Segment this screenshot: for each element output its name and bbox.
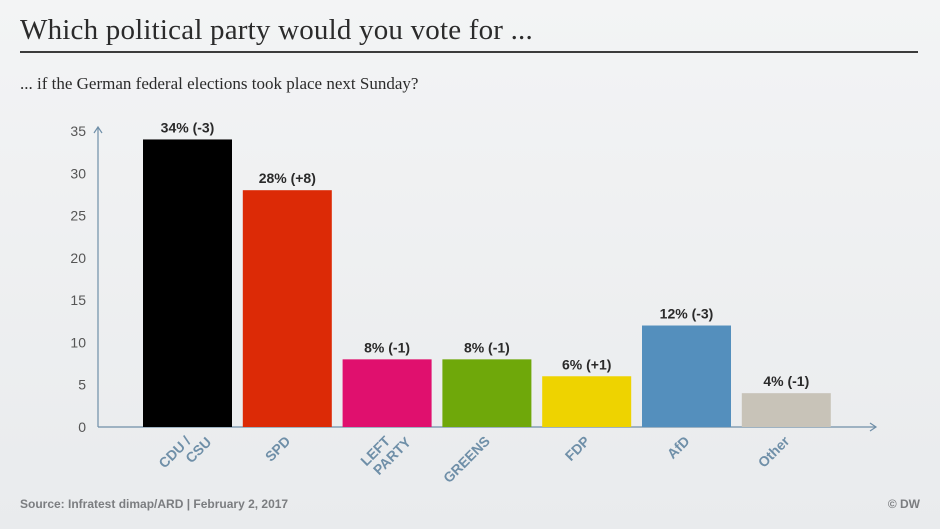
x-tick-label: GREENS (440, 433, 493, 486)
source-note: Source: Infratest dimap/ARD | February 2… (20, 497, 289, 511)
bar-spd (242, 190, 332, 427)
x-tick-label-line: SPD (262, 433, 294, 465)
bar-other (741, 393, 831, 427)
x-tick-label: LEFTPARTY (357, 422, 414, 479)
bar-left-party (342, 359, 432, 427)
title-divider (20, 51, 918, 53)
bar-cdu-csu (143, 139, 232, 427)
chart-title: Which political party would you vote for… (20, 14, 533, 46)
x-tick-label: CDU /CSU (155, 423, 214, 482)
y-tick-label: 15 (70, 292, 86, 308)
bar-data-label: 6% (+1) (562, 356, 611, 372)
bar-data-label: 4% (-1) (763, 373, 809, 389)
x-tick-label: SPD (262, 433, 294, 465)
bar-data-label: 8% (-1) (364, 339, 410, 355)
bar-data-label: 8% (-1) (464, 339, 510, 355)
y-tick-label: 30 (70, 165, 86, 181)
y-tick-label: 10 (70, 334, 86, 350)
x-tick-label-line: Other (755, 432, 793, 470)
x-tick-label-line: FDP (562, 433, 593, 464)
bar-data-label: 28% (+8) (259, 170, 316, 186)
y-tick-label: 25 (70, 208, 86, 224)
y-tick-label: 5 (78, 377, 86, 393)
x-tick-label: AfD (664, 433, 693, 462)
bar-afd (642, 325, 731, 427)
bar-data-label: 12% (-3) (660, 306, 714, 322)
bar-greens (442, 359, 532, 427)
bar-fdp (542, 376, 632, 427)
x-tick-label: Other (755, 432, 793, 470)
y-tick-label: 0 (78, 419, 86, 435)
x-tick-label-line: AfD (664, 433, 693, 462)
bar-data-label: 34% (-3) (161, 119, 215, 135)
chart-subtitle: ... if the German federal elections took… (20, 74, 419, 93)
x-tick-label-line: GREENS (440, 433, 493, 486)
y-axis-arrow (93, 125, 103, 134)
x-tick-label: FDP (562, 433, 593, 464)
x-axis-arrow (869, 422, 878, 432)
y-tick-label: 20 (70, 250, 86, 266)
copyright-credit: © DW (887, 497, 920, 511)
y-tick-label: 35 (70, 123, 86, 139)
